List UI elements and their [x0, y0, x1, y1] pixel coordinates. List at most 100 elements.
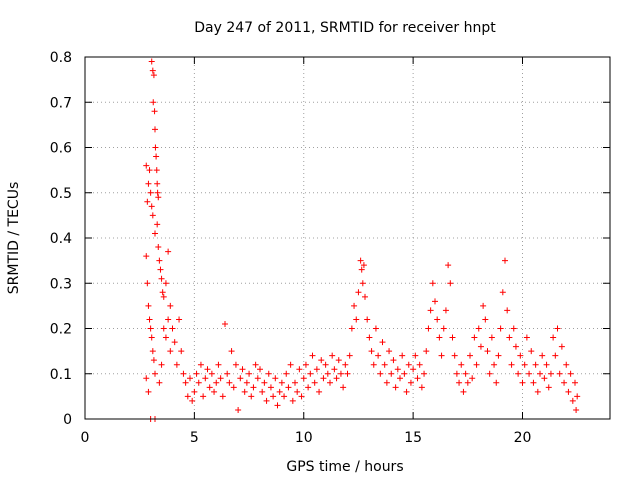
data-point: [296, 366, 303, 373]
gridlines: [85, 57, 610, 419]
data-point: [206, 384, 213, 391]
data-point: [473, 361, 480, 368]
data-point: [155, 244, 162, 251]
data-point: [222, 320, 228, 327]
data-point: [298, 393, 305, 400]
data-point: [318, 357, 325, 364]
data-point: [197, 361, 204, 368]
data-point: [362, 293, 368, 300]
data-point: [556, 370, 563, 377]
data-point: [224, 370, 231, 377]
data-point: [456, 379, 463, 386]
x-tick-label: 5: [190, 430, 199, 446]
data-point: [144, 280, 151, 287]
data-point: [187, 375, 193, 382]
data-point: [235, 406, 242, 413]
data-point: [143, 375, 150, 382]
data-point: [375, 352, 382, 359]
data-point: [248, 393, 255, 400]
data-point: [158, 275, 165, 282]
data-point: [469, 375, 476, 382]
data-point: [381, 361, 388, 368]
y-tick-label: 0.5: [50, 186, 72, 202]
data-point: [151, 108, 158, 115]
data-point: [283, 370, 290, 377]
data-point: [202, 375, 209, 382]
data-point: [447, 280, 454, 287]
data-point: [512, 343, 519, 350]
data-point: [416, 361, 423, 368]
data-point: [182, 379, 189, 386]
data-point: [449, 334, 456, 341]
y-tick-label: 0.8: [50, 50, 72, 66]
data-point: [191, 388, 198, 395]
data-point: [150, 72, 157, 79]
data-point: [547, 370, 554, 377]
data-point: [180, 370, 187, 377]
data-point: [149, 67, 156, 74]
data-point: [432, 298, 438, 305]
data-point: [348, 325, 355, 332]
data-point: [471, 334, 478, 341]
data-point: [351, 302, 358, 309]
data-point: [153, 153, 160, 160]
data-point: [250, 384, 257, 391]
data-point: [392, 384, 399, 391]
data-point: [252, 361, 259, 368]
data-point: [313, 366, 320, 373]
data-point: [228, 348, 235, 355]
data-point: [162, 280, 169, 287]
data-point: [370, 361, 377, 368]
data-point: [148, 334, 155, 341]
data-point: [405, 361, 412, 368]
data-point: [442, 307, 449, 314]
data-point: [541, 375, 548, 382]
data-point: [445, 262, 452, 269]
data-point: [493, 379, 500, 386]
data-point: [281, 393, 288, 400]
data-point: [219, 393, 226, 400]
data-point: [239, 366, 246, 373]
data-point: [300, 375, 307, 382]
data-point: [532, 361, 539, 368]
data-point: [530, 379, 537, 386]
data-point: [355, 289, 362, 296]
data-point: [232, 361, 239, 368]
x-tick-label: 20: [514, 430, 532, 446]
data-point: [329, 352, 336, 359]
data-point: [364, 316, 371, 323]
data-point: [309, 352, 316, 359]
y-tick-label: 0.7: [50, 95, 72, 111]
data-point: [554, 325, 561, 332]
data-point: [403, 388, 410, 395]
axis-ticks: [84, 56, 610, 420]
data-point: [145, 180, 152, 187]
data-point: [272, 375, 279, 382]
x-tick-label: 10: [295, 430, 313, 446]
chart-title: Day 247 of 2011, SRMTID for receiver hnp…: [194, 20, 496, 36]
data-point: [460, 388, 467, 395]
data-point: [390, 357, 397, 364]
data-point: [208, 370, 215, 377]
data-point: [333, 375, 340, 382]
data-point: [147, 189, 154, 196]
data-point: [285, 384, 292, 391]
data-point: [508, 361, 515, 368]
data-point: [534, 388, 541, 395]
data-point: [480, 302, 487, 309]
data-point: [543, 361, 550, 368]
data-point: [324, 370, 331, 377]
data-point: [305, 384, 312, 391]
data-point: [254, 375, 261, 382]
data-point: [278, 379, 285, 386]
y-tick-label: 0.2: [50, 322, 72, 338]
data-point: [388, 370, 395, 377]
y-tick-label: 0.3: [50, 276, 72, 292]
data-point: [552, 352, 559, 359]
data-point: [414, 375, 421, 382]
data-point: [150, 357, 157, 364]
data-point: [148, 203, 155, 210]
data-point: [412, 352, 419, 359]
data-point: [178, 348, 185, 355]
data-point: [158, 361, 165, 368]
